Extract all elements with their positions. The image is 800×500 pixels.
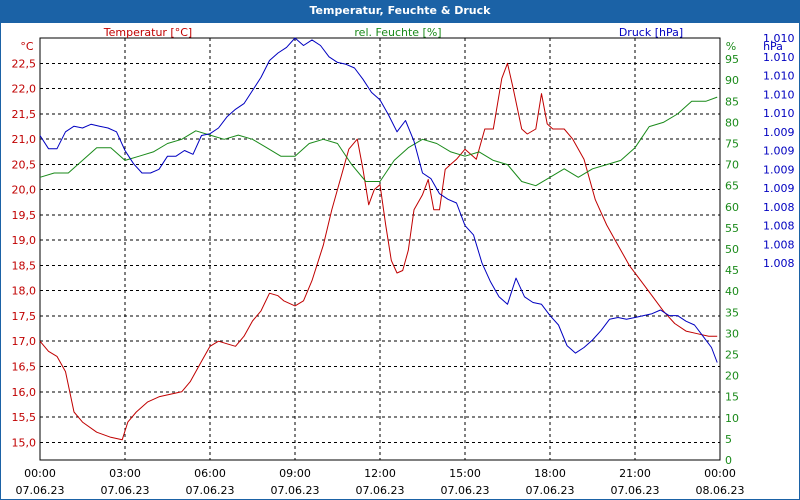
x-time-label: 03:00 — [109, 467, 141, 480]
hum-tick-label: 75 — [725, 138, 739, 151]
hum-tick-label: 95 — [725, 53, 739, 66]
hum-tick-label: 85 — [725, 95, 739, 108]
hum-tick-label: 30 — [725, 327, 739, 340]
press-series-line — [39, 37, 718, 363]
plot-frame-layer — [39, 37, 721, 461]
hum-tick-label: 90 — [725, 74, 739, 87]
hum-tick-label: 5 — [725, 433, 732, 446]
press-tick-label: 1.008 — [763, 257, 795, 270]
chart-frame — [0, 22, 800, 500]
hum-tick-label: 55 — [725, 222, 739, 235]
x-time-label: 12:00 — [364, 467, 396, 480]
x-date-label: 07.06.23 — [16, 484, 65, 497]
hum-tick-label: 40 — [725, 285, 739, 298]
x-time-label: 06:00 — [194, 467, 226, 480]
hum-tick-label: 25 — [725, 349, 739, 362]
hum-tick-label: 60 — [725, 201, 739, 214]
temp-tick-label: 15,5 — [12, 411, 37, 424]
press-tick-label: 1.008 — [763, 220, 795, 233]
hum-tick-label: 10 — [725, 412, 739, 425]
press-tick-label: 1.008 — [763, 238, 795, 251]
hum-series-label: rel. Feuchte [%] — [354, 26, 441, 39]
x-date-label: 07.06.23 — [526, 484, 575, 497]
temp-tick-label: 17,0 — [12, 335, 37, 348]
temp-tick-label: 22,0 — [12, 83, 37, 96]
press-tick-label: 1.009 — [763, 126, 795, 139]
x-time-label: 21:00 — [619, 467, 651, 480]
temp-series-line — [39, 62, 718, 441]
temp-tick-label: 21,5 — [12, 108, 37, 121]
temp-tick-label: 22,5 — [12, 57, 37, 70]
x-time-label: 00:00 — [24, 467, 56, 480]
temp-tick-label: 20,0 — [12, 184, 37, 197]
press-tick-label: 1.008 — [763, 201, 795, 214]
press-unit-label: hPa — [763, 40, 783, 53]
temp-tick-label: 17,5 — [12, 310, 37, 323]
x-time-label: 18:00 — [534, 467, 566, 480]
temp-tick-label: 16,5 — [12, 361, 37, 374]
press-tick-label: 1.009 — [763, 182, 795, 195]
hum-tick-label: 45 — [725, 264, 739, 277]
hum-tick-label: 80 — [725, 116, 739, 129]
hum-series-line — [39, 96, 718, 187]
x-time-label: 15:00 — [449, 467, 481, 480]
press-series-label: Druck [hPa] — [619, 26, 683, 39]
chart-title: Temperatur, Feuchte & Druck — [309, 4, 491, 17]
press-tick-label: 1.010 — [763, 107, 795, 120]
press-tick-label: 1.009 — [763, 163, 795, 176]
grid-layer — [40, 38, 720, 460]
series-layer — [39, 37, 718, 441]
press-tick-label: 1.010 — [763, 70, 795, 83]
temp-tick-label: 18,5 — [12, 259, 37, 272]
temp-unit-label: °C — [20, 40, 34, 53]
temp-tick-label: 19,0 — [12, 234, 37, 247]
temp-series-label: Temperatur [°C] — [103, 26, 192, 39]
press-tick-label: 1.010 — [763, 32, 795, 45]
hum-tick-label: 50 — [725, 243, 739, 256]
temp-tick-label: 16,0 — [12, 386, 37, 399]
chart-title-bar: Temperatur, Feuchte & Druck — [0, 0, 800, 22]
x-date-label: 07.06.23 — [441, 484, 490, 497]
x-date-label: 07.06.23 — [611, 484, 660, 497]
temp-tick-label: 21,0 — [12, 133, 37, 146]
hum-unit-label: % — [726, 40, 736, 53]
hum-tick-label: 70 — [725, 159, 739, 172]
hum-tick-label: 15 — [725, 391, 739, 404]
hum-tick-label: 20 — [725, 370, 739, 383]
x-time-label: 00:00 — [704, 467, 736, 480]
axes-layer: 15,0 15,5 16,0 16,5 17,0 17,5 18,0 18,5 19,0 19,5… — [12, 32, 795, 497]
x-date-label: 07.06.23 — [186, 484, 235, 497]
press-tick-label: 1.009 — [763, 145, 795, 158]
chart-area: 15,0 15,5 16,0 16,5 17,0 17,5 18,0 18,5 19,0 19,5… — [0, 22, 800, 500]
hum-tick-label: 65 — [725, 180, 739, 193]
press-tick-label: 1.010 — [763, 88, 795, 101]
x-date-label: 08.06.23 — [696, 484, 745, 497]
temp-tick-label: 15,0 — [12, 436, 37, 449]
hum-tick-label: 35 — [725, 306, 739, 319]
temp-tick-label: 18,0 — [12, 285, 37, 298]
hum-tick-label: 0 — [725, 454, 732, 467]
press-tick-label: 1.010 — [763, 51, 795, 64]
x-date-label: 07.06.23 — [356, 484, 405, 497]
x-date-label: 07.06.23 — [271, 484, 320, 497]
temp-tick-label: 20,5 — [12, 158, 37, 171]
plot-border — [39, 37, 721, 461]
temp-tick-label: 19,5 — [12, 209, 37, 222]
x-time-label: 09:00 — [279, 467, 311, 480]
x-date-label: 07.06.23 — [101, 484, 150, 497]
